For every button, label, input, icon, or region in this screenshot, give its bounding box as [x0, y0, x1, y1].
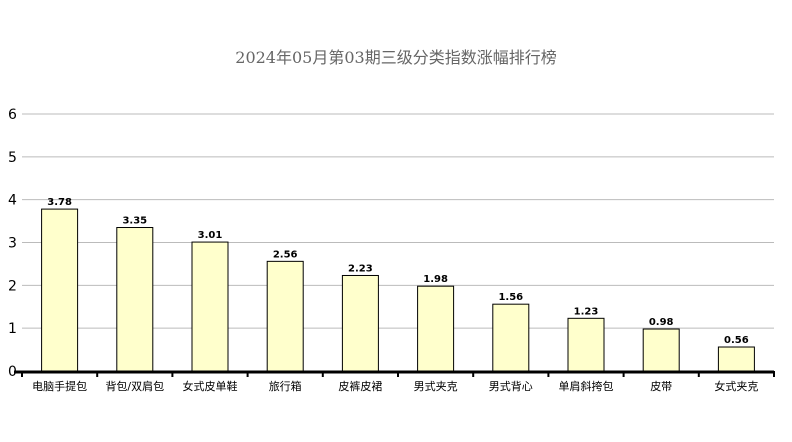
x-tick-label: 旅行箱 [269, 379, 302, 393]
bar [717, 346, 755, 372]
x-tick-label: 男式夹克 [414, 380, 458, 393]
bar [642, 328, 680, 372]
bar [266, 260, 304, 372]
data-label: 0.56 [724, 335, 749, 346]
x-tick-label: 女式皮单鞋 [183, 379, 238, 393]
x-tick-label: 单肩斜挎包 [559, 379, 614, 393]
y-tick-label: 5 [8, 150, 17, 166]
data-label: 3.35 [122, 216, 147, 227]
bar [191, 241, 229, 372]
y-tick-label: 4 [8, 193, 17, 209]
y-tick-label: 6 [8, 107, 17, 123]
y-tick-label: 1 [8, 321, 17, 337]
data-label: 1.23 [574, 306, 599, 317]
data-label: 1.98 [423, 274, 448, 285]
data-label: 2.56 [273, 249, 298, 260]
bar [567, 317, 605, 372]
y-tick-label: 3 [8, 236, 17, 252]
bar [41, 208, 79, 372]
bar [341, 274, 379, 372]
gridlines [22, 113, 774, 329]
data-label: 3.01 [198, 230, 223, 241]
x-tick-label: 背包/双肩包 [105, 379, 164, 393]
bar [492, 303, 530, 372]
data-label: 3.78 [47, 197, 72, 208]
labels: 0 1 2 3 4 5 6 3.78 电脑手提包 3.35 背包/双肩包 3.01 女式皮单鞋 2.56 旅… [8, 107, 758, 393]
bars [41, 208, 755, 372]
bar [417, 285, 455, 372]
chart-title: 2024年05月第03期三级分类指数涨幅排行榜 [235, 48, 557, 67]
data-label: 1.56 [498, 292, 523, 303]
x-tick-label: 电脑手提包 [32, 379, 87, 393]
x-tick-label: 皮带 [650, 380, 672, 393]
x-tick-label: 男式背心 [489, 379, 533, 393]
x-axis [14, 370, 775, 377]
bar [116, 227, 154, 372]
data-label: 2.23 [348, 263, 373, 274]
y-tick-label: 2 [8, 278, 17, 294]
x-tick-label: 女式夹克 [714, 379, 758, 393]
x-tick-label: 皮裤皮裙 [338, 379, 382, 393]
y-tick-label: 0 [8, 364, 17, 380]
data-label: 0.98 [649, 317, 674, 328]
